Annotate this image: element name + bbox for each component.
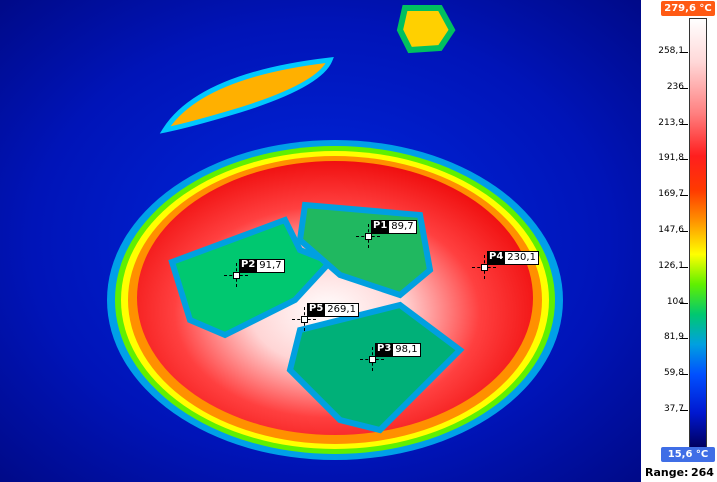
marker-label: P3 98,1 <box>375 343 421 357</box>
scale-tick-mark <box>680 338 688 340</box>
scale-tick-label: 104 <box>666 296 684 307</box>
marker-name: P5 <box>307 303 326 317</box>
marker-square-icon <box>233 272 240 279</box>
scale-tick-label: 59,8 <box>663 368 684 379</box>
color-bar <box>689 18 707 448</box>
scale-tick-mark <box>680 266 688 268</box>
range-value: 264 <box>691 466 714 479</box>
scale-tick-mark <box>680 52 688 53</box>
scale-tick-mark <box>680 123 688 125</box>
scale-tick-mark <box>680 195 688 197</box>
marker-name: P2 <box>239 259 258 273</box>
min-temperature-badge: 15,6 °C <box>661 447 715 462</box>
marker-square-icon <box>301 316 308 323</box>
scale-tick-label: 258,1 <box>658 46 684 56</box>
marker-label: P1 89,7 <box>371 220 417 234</box>
max-temperature-badge: 279,6 °C <box>661 1 715 16</box>
marker-name: P3 <box>375 343 394 357</box>
marker-label: P2 91,7 <box>239 259 285 273</box>
scale-tick-label: 37,7 <box>663 404 684 414</box>
marker-name: P1 <box>371 220 390 234</box>
scale-tick-mark <box>680 302 688 304</box>
scale-tick-mark <box>680 87 688 89</box>
marker-square-icon <box>369 356 376 363</box>
food-piece-bottom <box>286 301 465 434</box>
scale-tick-mark <box>680 374 688 376</box>
food-piece-left <box>168 216 336 339</box>
scale-tick-mark <box>680 231 688 232</box>
marker-value: 98,1 <box>393 343 421 357</box>
marker-label: P4 230,1 <box>487 251 539 265</box>
scale-tick-label: 169,7 <box>658 189 684 200</box>
marker-name: P4 <box>487 251 506 265</box>
scale-tick-label: 191,8 <box>658 153 684 164</box>
temperature-scale-panel: 279,6 °C 258,1 236 213,9 191,8 169,7 147,6 126… <box>641 0 717 482</box>
handle-glow <box>396 5 456 54</box>
marker-value: 269,1 <box>325 303 359 317</box>
scale-tick-mark <box>680 410 688 411</box>
marker-square-icon <box>365 233 372 240</box>
marker-value: 230,1 <box>505 251 539 265</box>
range-label: Range: <box>645 466 689 479</box>
scale-tick-mark <box>680 159 688 161</box>
marker-label: P5 269,1 <box>307 303 359 317</box>
thermal-image <box>0 0 641 482</box>
scale-tick-label: 236 <box>666 81 684 92</box>
lid-rim <box>159 57 334 134</box>
marker-value: 91,7 <box>257 259 285 273</box>
scale-tick-label: 81,9 <box>663 332 684 343</box>
scale-tick-label: 126,1 <box>658 260 684 271</box>
scale-tick-label: 147,6 <box>658 225 684 235</box>
marker-value: 89,7 <box>389 220 417 234</box>
scale-tick-label: 213,9 <box>658 117 684 128</box>
marker-square-icon <box>481 264 488 271</box>
